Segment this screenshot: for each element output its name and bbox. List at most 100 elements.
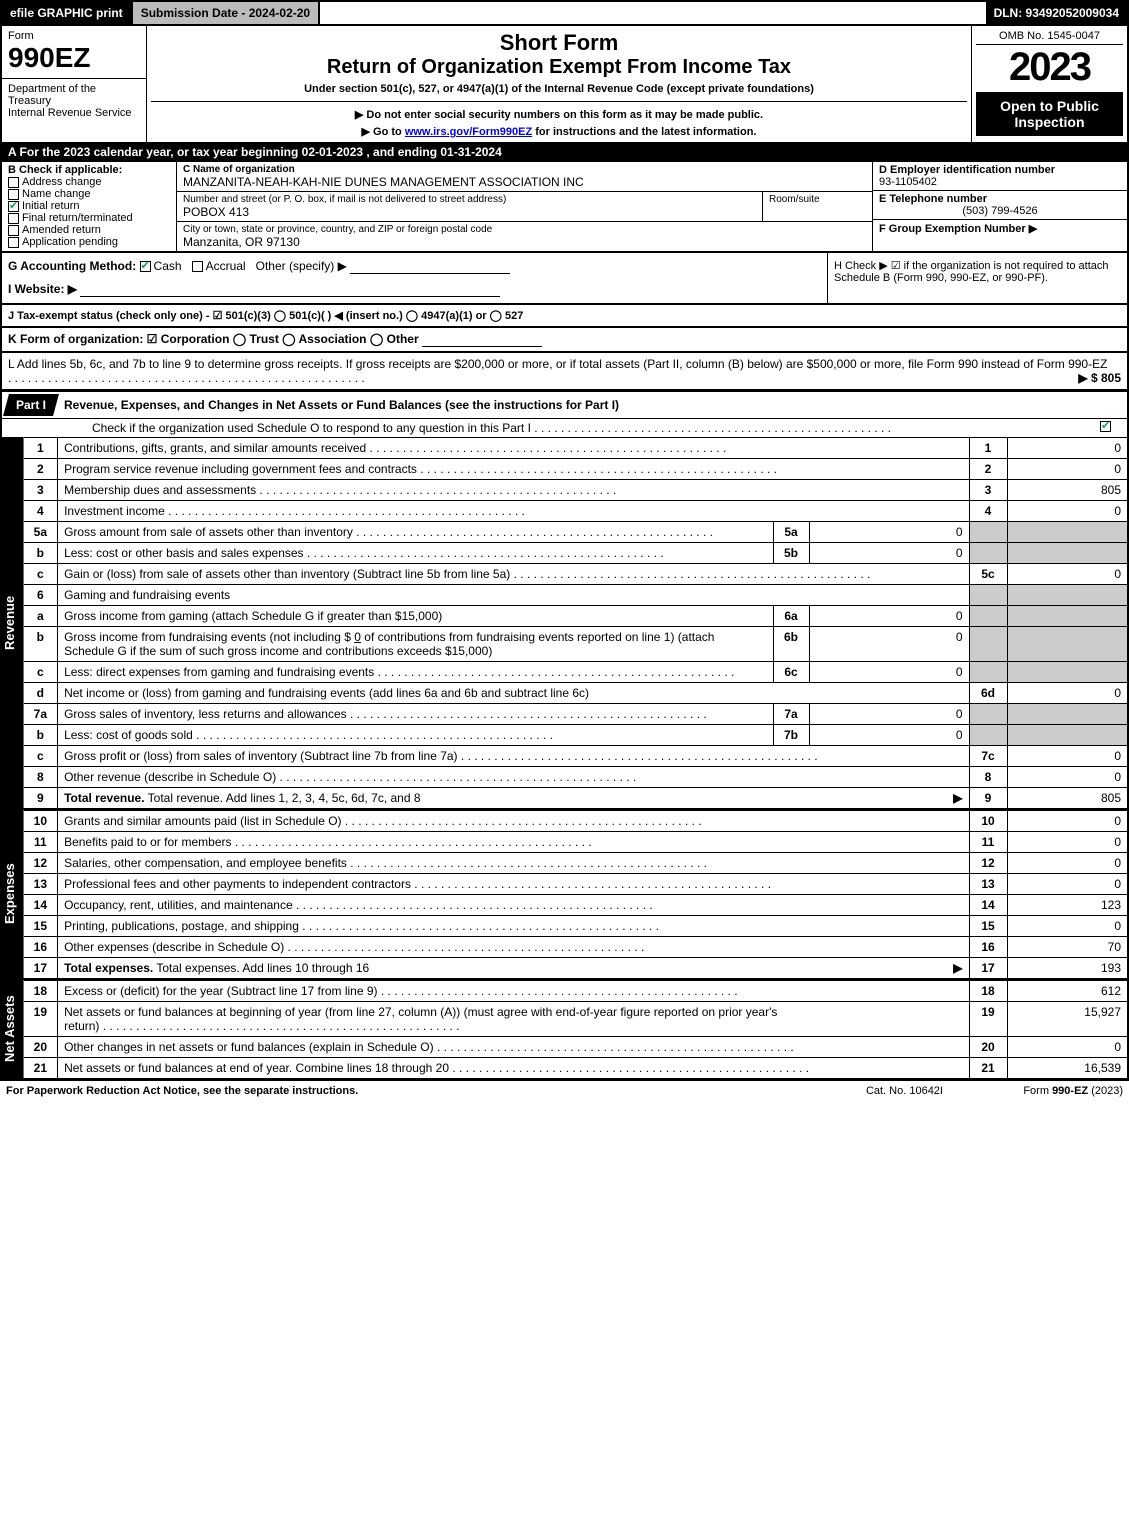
ln19-desc: Net assets or fund balances at beginning…: [64, 1005, 962, 1033]
title-short-form: Short Form: [151, 30, 967, 56]
chk-address-change[interactable]: [8, 177, 19, 188]
lbl-address-change: Address change: [22, 176, 102, 188]
row-k: K Form of organization: ☑ Corporation ◯ …: [0, 328, 1129, 353]
ln7c-num: c: [24, 746, 58, 767]
ln6-desc: Gaming and fundraising events: [58, 585, 969, 606]
top-bar: efile GRAPHIC print Submission Date - 20…: [0, 0, 1129, 26]
ln5b-desc: Less: cost or other basis and sales expe…: [64, 546, 766, 560]
ln9-amt: 805: [1007, 788, 1127, 809]
ln7c-amt: 0: [1007, 746, 1127, 767]
ln13-num: 13: [24, 874, 58, 895]
d-label: D Employer identification number: [879, 164, 1121, 176]
ln15-num: 15: [24, 916, 58, 937]
ln10-amt: 0: [1007, 811, 1127, 832]
ln9-desc: Total revenue. Add lines 1, 2, 3, 4, 5c,…: [148, 791, 421, 805]
ln9-box: 9: [969, 788, 1007, 809]
lbl-initial-return: Initial return: [22, 200, 79, 212]
ln7b-num: b: [24, 725, 58, 746]
ln15-box: 15: [969, 916, 1007, 937]
ln17-box: 17: [969, 958, 1007, 979]
ln21-num: 21: [24, 1058, 58, 1079]
ln13-box: 13: [969, 874, 1007, 895]
ln5c-num: c: [24, 564, 58, 585]
box-b-title: B Check if applicable:: [8, 164, 170, 176]
ln10-desc: Grants and similar amounts paid (list in…: [64, 814, 962, 828]
ln16-desc: Other expenses (describe in Schedule O): [64, 940, 962, 954]
ln6d-desc: Net income or (loss) from gaming and fun…: [64, 686, 962, 700]
chk-cash[interactable]: [140, 261, 151, 272]
ln2-desc: Program service revenue including govern…: [64, 462, 962, 476]
ln6c-desc: Less: direct expenses from gaming and fu…: [64, 665, 766, 679]
ln14-num: 14: [24, 895, 58, 916]
lbl-cash: Cash: [154, 259, 182, 273]
ln11-box: 11: [969, 832, 1007, 853]
chk-schedule-o[interactable]: [1100, 421, 1111, 432]
ln6c-num: c: [24, 662, 58, 683]
subtitle-goto: ▶ Go to www.irs.gov/Form990EZ for instru…: [151, 125, 967, 138]
ln1-num: 1: [24, 438, 58, 459]
box-c: C Name of organization MANZANITA-NEAH-KA…: [177, 162, 872, 251]
omb-number: OMB No. 1545-0047: [976, 30, 1123, 45]
ln6c-sub: 6c: [773, 662, 809, 683]
ln7b-sub: 7b: [773, 725, 809, 746]
part1-section: Part I Revenue, Expenses, and Changes in…: [0, 391, 1129, 1080]
ln21-box: 21: [969, 1058, 1007, 1079]
ln10-num: 10: [24, 811, 58, 832]
tax-year: 2023: [976, 45, 1123, 90]
ln16-amt: 70: [1007, 937, 1127, 958]
ln17-num: 17: [24, 958, 58, 979]
i-label: I Website: ▶: [8, 282, 77, 296]
dln-label: DLN: 93492052009034: [986, 2, 1127, 24]
ln20-desc: Other changes in net assets or fund bala…: [64, 1040, 962, 1054]
efile-button[interactable]: efile GRAPHIC print: [2, 2, 133, 24]
c-street-label: Number and street (or P. O. box, if mail…: [183, 194, 756, 205]
ln6b-amt0: 0: [354, 630, 361, 644]
ln5a-desc: Gross amount from sale of assets other t…: [64, 525, 766, 539]
ln17-desc: Total expenses. Add lines 10 through 16: [156, 961, 369, 975]
ln4-amt: 0: [1007, 501, 1127, 522]
ln5b-subamt: 0: [809, 543, 969, 564]
part1-header: Part I Revenue, Expenses, and Changes in…: [2, 391, 1127, 418]
e-phone: (503) 799-4526: [879, 205, 1121, 217]
ln5a-sub: 5a: [773, 522, 809, 543]
ln5c-amt: 0: [1007, 564, 1127, 585]
ln5a-subamt: 0: [809, 522, 969, 543]
ln14-amt: 123: [1007, 895, 1127, 916]
part1-check-line: Check if the organization used Schedule …: [2, 418, 1127, 437]
c-name-label: C Name of organization: [183, 164, 866, 175]
ln6b-desc1: Gross income from fundraising events (no…: [64, 630, 351, 644]
public-inspection-badge: Open to Public Inspection: [976, 92, 1123, 136]
ln6b-num: b: [24, 627, 58, 662]
ln19-amt: 15,927: [1007, 1002, 1127, 1037]
row-gh: G Accounting Method: Cash Accrual Other …: [0, 253, 1129, 305]
ln19-box: 19: [969, 1002, 1007, 1037]
footer-left: For Paperwork Reduction Act Notice, see …: [6, 1085, 866, 1097]
g-label: G Accounting Method:: [8, 259, 136, 273]
chk-application-pending[interactable]: [8, 237, 19, 248]
ln19-num: 19: [24, 1002, 58, 1037]
chk-final-return[interactable]: [8, 213, 19, 224]
header-left: Form 990EZ Department of the Treasury In…: [2, 26, 147, 142]
expenses-table: 10 Grants and similar amounts paid (list …: [24, 810, 1127, 978]
lbl-final-return: Final return/terminated: [22, 212, 133, 224]
ln18-num: 18: [24, 981, 58, 1002]
subtitle-section: Under section 501(c), 527, or 4947(a)(1)…: [151, 83, 967, 95]
ln9-num: 9: [24, 788, 58, 809]
ln12-num: 12: [24, 853, 58, 874]
chk-accrual[interactable]: [192, 261, 203, 272]
c-room-label: Room/suite: [769, 194, 866, 205]
irs-link[interactable]: www.irs.gov/Form990EZ: [405, 126, 532, 138]
dept-treasury: Department of the Treasury: [8, 83, 140, 107]
ln13-desc: Professional fees and other payments to …: [64, 877, 962, 891]
chk-amended-return[interactable]: [8, 225, 19, 236]
ln6-num: 6: [24, 585, 58, 606]
part1-grid-wrap: Revenue 1Contributions, gifts, grants, a…: [2, 437, 1127, 808]
ln8-desc: Other revenue (describe in Schedule O): [64, 770, 962, 784]
ln15-amt: 0: [1007, 916, 1127, 937]
lbl-other: Other (specify) ▶: [256, 259, 347, 273]
lbl-application-pending: Application pending: [22, 236, 118, 248]
chk-initial-return[interactable]: [8, 201, 19, 212]
ln5c-desc: Gain or (loss) from sale of assets other…: [64, 567, 962, 581]
ln15-desc: Printing, publications, postage, and shi…: [64, 919, 962, 933]
ln7a-num: 7a: [24, 704, 58, 725]
